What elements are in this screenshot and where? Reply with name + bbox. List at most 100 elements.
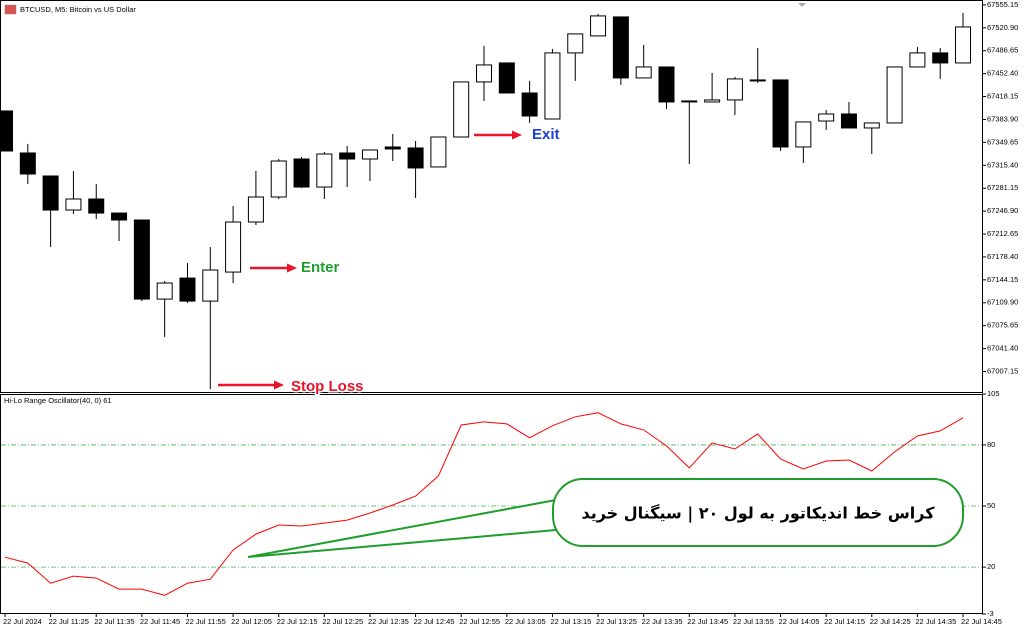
- candle: [247, 170, 264, 226]
- candle: [65, 170, 82, 214]
- candle-body: [886, 66, 903, 124]
- y-tick-label: 20: [987, 562, 995, 571]
- candle: [225, 206, 242, 284]
- y-tick-label: 67486.65: [987, 46, 1018, 55]
- candle-body: [430, 136, 447, 168]
- candle: [612, 16, 629, 85]
- candle: [88, 184, 105, 220]
- candle-body: [293, 158, 310, 188]
- candle: [476, 45, 493, 101]
- candle: [818, 109, 835, 130]
- candle: [293, 156, 310, 188]
- candle-body: [42, 175, 59, 211]
- candle: [179, 263, 196, 304]
- candle-body: [749, 79, 766, 82]
- candle-body: [407, 147, 424, 169]
- candle-body: [840, 113, 857, 129]
- y-tick-label: 67520.90: [987, 23, 1018, 32]
- x-tick-label: 22 Jul 13:35: [642, 617, 683, 626]
- x-tick-label: 22 Jul 2024: [3, 617, 42, 626]
- y-tick-label: 67452.40: [987, 69, 1018, 78]
- callout-box: [552, 478, 964, 547]
- candle-body: [476, 64, 493, 83]
- y-tick-label: -3: [987, 609, 994, 618]
- candle-body: [681, 100, 698, 103]
- candle-body: [133, 219, 150, 300]
- x-tick-label: 22 Jul 11:35: [94, 617, 134, 626]
- exit-arrow-head: [512, 130, 522, 140]
- candle: [567, 33, 584, 81]
- y-tick-label: 67315.40: [987, 160, 1018, 169]
- y-tick-label: 67041.40: [987, 344, 1018, 353]
- arrows: [218, 130, 522, 390]
- candle: [42, 175, 59, 248]
- candle: [0, 110, 13, 152]
- candle-body: [316, 153, 333, 188]
- x-tick-label: 22 Jul 12:35: [368, 617, 409, 626]
- y-tick-label: 67349.65: [987, 137, 1018, 146]
- candle-body: [795, 121, 812, 148]
- y-tick-label: 67178.40: [987, 252, 1018, 261]
- y-tick-label: 67383.90: [987, 114, 1018, 123]
- candle-body: [612, 16, 629, 79]
- x-tick-label: 22 Jul 12:25: [322, 617, 363, 626]
- y-tick-label: 50: [987, 501, 995, 510]
- x-tick-label: 22 Jul 13:15: [550, 617, 591, 626]
- candle-body: [521, 92, 538, 117]
- x-tick-label: 22 Jul 13:55: [733, 617, 774, 626]
- candle: [704, 72, 721, 103]
- y-tick-label: 67144.15: [987, 275, 1018, 284]
- candle-body: [567, 33, 584, 54]
- candle: [544, 48, 561, 120]
- candle: [339, 145, 356, 188]
- enter-arrow-head: [287, 263, 297, 273]
- candle: [361, 149, 378, 182]
- candle: [270, 159, 287, 200]
- candle-body: [453, 81, 470, 138]
- x-tick-label: 22 Jul 12:15: [277, 617, 318, 626]
- candle: [658, 66, 675, 109]
- callout-pointer: [247, 499, 557, 558]
- x-tick-label: 22 Jul 11:45: [140, 617, 180, 626]
- candle: [316, 151, 333, 200]
- candle: [840, 101, 857, 129]
- candle: [635, 44, 652, 79]
- x-tick-label: 22 Jul 14:25: [870, 617, 911, 626]
- y-tick-label: 67555.15: [987, 0, 1018, 9]
- callout-text: کراس خط اندیکاتور به لول ۲۰ | سیگنال خری…: [581, 504, 935, 524]
- x-tick-label: 22 Jul 14:35: [915, 617, 956, 626]
- candle-body: [0, 110, 13, 152]
- candle: [498, 62, 515, 94]
- y-tick-label: 67212.65: [987, 229, 1018, 238]
- candle-body: [818, 113, 835, 122]
- candle: [430, 136, 447, 168]
- y-tick-label: 80: [987, 440, 995, 449]
- x-tick-label: 22 Jul 13:25: [596, 617, 637, 626]
- candle: [133, 219, 150, 302]
- candle-body: [704, 99, 721, 103]
- candle-body: [726, 78, 743, 101]
- x-tick-label: 22 Jul 14:45: [961, 617, 1002, 626]
- y-tick-label: 105: [987, 389, 1000, 398]
- candle-body: [544, 52, 561, 120]
- candle: [772, 79, 789, 151]
- chart-title: BTCUSD, M5: Bitcoin vs US Dollar: [20, 5, 136, 14]
- x-tick-label: 22 Jul 14:05: [779, 617, 820, 626]
- main-frame: [0, 0, 983, 393]
- candle: [955, 12, 972, 64]
- candle: [384, 133, 401, 162]
- candle: [863, 122, 880, 154]
- candle-body: [384, 146, 401, 150]
- candle-body: [270, 160, 287, 198]
- candle: [453, 81, 470, 138]
- y-tick-label: 67281.15: [987, 183, 1018, 192]
- x-tick-label: 22 Jul 12:45: [414, 617, 455, 626]
- candle-body: [635, 66, 652, 79]
- candle-body: [498, 62, 515, 94]
- osc-frame: [0, 394, 983, 614]
- candle: [407, 141, 424, 199]
- candle: [156, 281, 173, 338]
- x-tick-label: 22 Jul 12:05: [231, 617, 272, 626]
- scroll-caret: [798, 3, 806, 7]
- candle: [726, 76, 743, 115]
